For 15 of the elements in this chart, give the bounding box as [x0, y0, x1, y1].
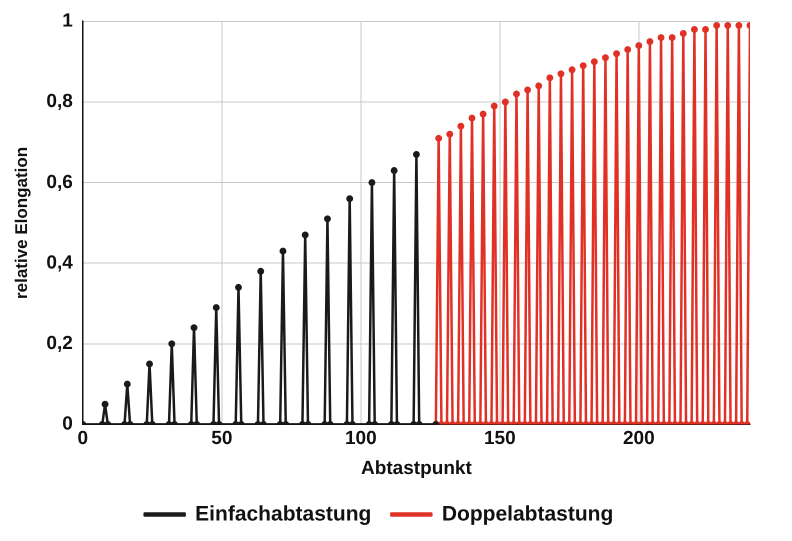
- x-tick-label: 200: [622, 428, 655, 450]
- legend-label: Doppelabtastung: [442, 502, 614, 526]
- y-tick-label: 0,2: [46, 333, 73, 354]
- y-tick-label: 0: [62, 414, 73, 435]
- x-tick-label: 0: [78, 428, 88, 450]
- y-tick-label: 1: [62, 10, 74, 32]
- legend-label: Einfachabtastung: [195, 502, 372, 526]
- x-tick-label: 100: [344, 428, 377, 450]
- x-axis-title: Abtastpunkt: [360, 458, 472, 479]
- y-tick-label: 0,8: [46, 91, 73, 112]
- y-tick-label: 0,4: [46, 252, 74, 274]
- y-axis-title: relative Elongation: [12, 146, 31, 299]
- x-tick-label: 150: [484, 428, 516, 450]
- x-tick-label: 50: [211, 428, 232, 450]
- y-tick-label: 0,6: [46, 172, 73, 193]
